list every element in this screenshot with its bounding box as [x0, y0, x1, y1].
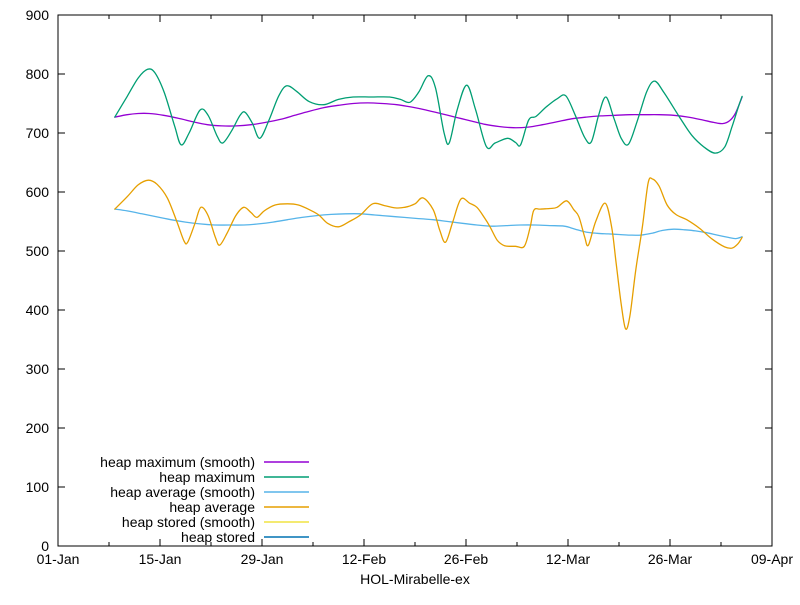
series-curve-heap-maximum [114, 68, 743, 154]
x-axis-tick-label: 09-Apr [751, 551, 793, 567]
y-axis-tick-label: 800 [26, 66, 50, 82]
y-axis-tick-label: 900 [26, 7, 50, 23]
y-axis-tick-label: 600 [26, 184, 50, 200]
y-axis-tick-label: 0 [41, 538, 49, 554]
x-axis-tick-label: 12-Feb [342, 551, 387, 567]
legend-label: heap stored [181, 529, 255, 545]
x-axis-title: HOL-Mirabelle-ex [360, 571, 470, 587]
y-axis-tick-label: 700 [26, 125, 50, 141]
x-axis-tick-label: 12-Mar [546, 551, 591, 567]
x-axis-tick-label: 26-Feb [444, 551, 489, 567]
y-axis-tick-label: 500 [26, 243, 50, 259]
x-axis-tick-label: 26-Mar [648, 551, 693, 567]
legend-label: heap stored (smooth) [122, 514, 255, 530]
x-axis-tick-label: 29-Jan [241, 551, 284, 567]
legend-label: heap maximum [159, 469, 255, 485]
legend-label: heap maximum (smooth) [100, 454, 255, 470]
x-axis-tick-label: 01-Jan [37, 551, 80, 567]
y-axis-tick-label: 400 [26, 302, 50, 318]
y-axis-tick-label: 100 [26, 479, 50, 495]
y-axis-tick-label: 200 [26, 420, 50, 436]
legend-label: heap average [169, 499, 255, 515]
series-curve-heap-average [114, 177, 743, 330]
legend-label: heap average (smooth) [110, 484, 255, 500]
x-axis-tick-label: 15-Jan [139, 551, 182, 567]
series-curve-heap-average-smooth [114, 208, 743, 240]
y-axis-tick-label: 300 [26, 361, 50, 377]
series-curve-heap-maximum-smooth [114, 96, 743, 129]
